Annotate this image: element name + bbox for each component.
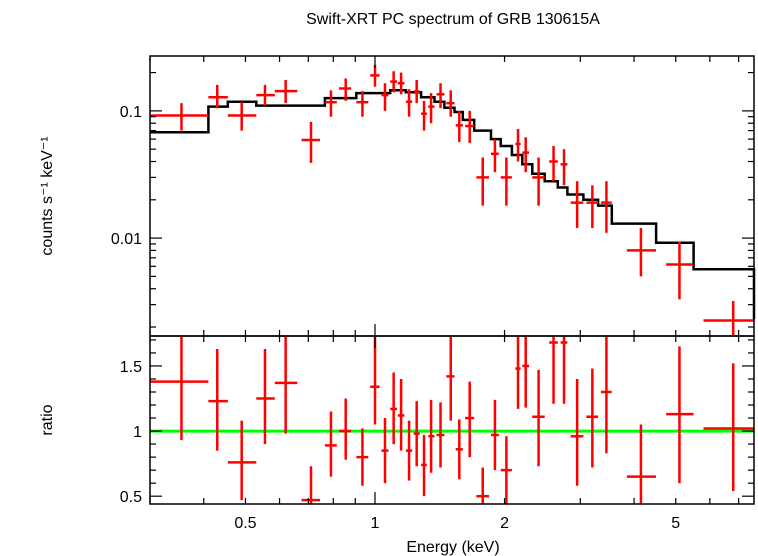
spectrum-point [421,100,427,131]
spectrum-point [397,72,405,95]
ratio-point [446,336,455,421]
spectrum-point [490,139,499,173]
ratio-point [515,336,521,409]
ratio-point [532,369,545,467]
ratio-point [381,418,389,484]
spectrum-point [465,110,475,143]
spectrum-point [428,93,435,124]
y-tick-label: 0.5 [120,489,142,506]
ratio-point [324,411,337,477]
chart-title: Swift-XRT PC spectrum of GRB 130615A [306,11,600,28]
x-tick-label: 0.5 [234,515,256,532]
spectrum-point [356,91,369,117]
spectrum-point [600,181,612,233]
ratio-point [390,372,398,445]
spectrum-point [324,90,337,117]
y-axis-label-bottom: ratio [39,404,56,435]
spectrum-point [227,102,257,131]
ratio-point [413,401,420,467]
ratio-point [522,336,530,408]
ratio-point [465,381,475,458]
spectrum-panel: 0.1 0.01 [111,55,756,337]
spectrum-point [626,228,657,277]
ratio-point [397,378,405,451]
ratio-point [274,336,298,434]
ratio-point [455,419,463,480]
spectrum-point [515,129,521,162]
ratio-point [476,467,489,504]
spectrum-point [703,301,754,336]
spectrum-point [413,79,420,104]
spectrum-point [405,89,413,117]
spectrum-point [532,157,545,206]
ratio-point [600,336,612,454]
spectrum-point [370,64,380,87]
ratio-point [436,402,445,468]
spectrum-point [436,83,445,109]
spectrum-point [666,241,694,300]
ratio-point [586,368,599,468]
x-tick-label: 1 [371,515,380,532]
ratio-point [626,424,657,504]
spectrum-point [390,71,398,93]
ratio-point [549,336,558,404]
ratio-point [490,399,499,471]
spectrum-point [586,185,599,229]
spectrum-point [339,78,352,101]
spectrum-point [274,79,298,104]
spectrum-point [549,145,558,182]
ratio-point [370,336,380,425]
ratio-point [405,420,413,481]
ratio-point [301,466,320,504]
ratio-point [421,434,427,497]
y-tick-label: 1.5 [120,359,142,376]
spectrum-point [476,157,489,206]
ratio-point [339,398,352,460]
spectrum-point [522,137,530,173]
ratio-point [666,346,694,484]
x-tick-label: 5 [671,515,680,532]
x-axis-label: Energy (keV) [406,539,499,556]
spectrum-point [150,103,209,131]
y-axis-label-top: counts s⁻¹ keV⁻¹ [39,136,56,255]
y-tick-label: 1 [133,424,142,441]
spectrum-point [256,84,275,106]
spectrum-point [208,84,228,109]
ratio-point [227,420,257,501]
spectrum-point [446,90,455,117]
spectrum-point [570,181,584,229]
ratio-point [500,436,512,504]
ratio-point [703,363,754,491]
spectrum-point [301,121,320,163]
y-tick-label: 0.01 [111,231,142,248]
spectrum-point [500,157,512,206]
y-tick-label: 0.1 [120,104,142,121]
ratio-point [208,349,228,451]
ratio-point [356,428,369,486]
ratio-frame [149,335,755,505]
spectrum-point [455,110,463,142]
x-tick-label: 2 [500,515,509,532]
ratio-panel: 0.5 1 2 5 0.5 1 1.5 [120,335,755,532]
spectrum-point [381,83,389,111]
ratio-point [256,349,275,445]
ratio-point [570,378,584,486]
ratio-point [150,336,209,441]
ratio-point [428,399,435,473]
ratio-point [560,336,568,404]
spectrum-point [560,149,568,186]
